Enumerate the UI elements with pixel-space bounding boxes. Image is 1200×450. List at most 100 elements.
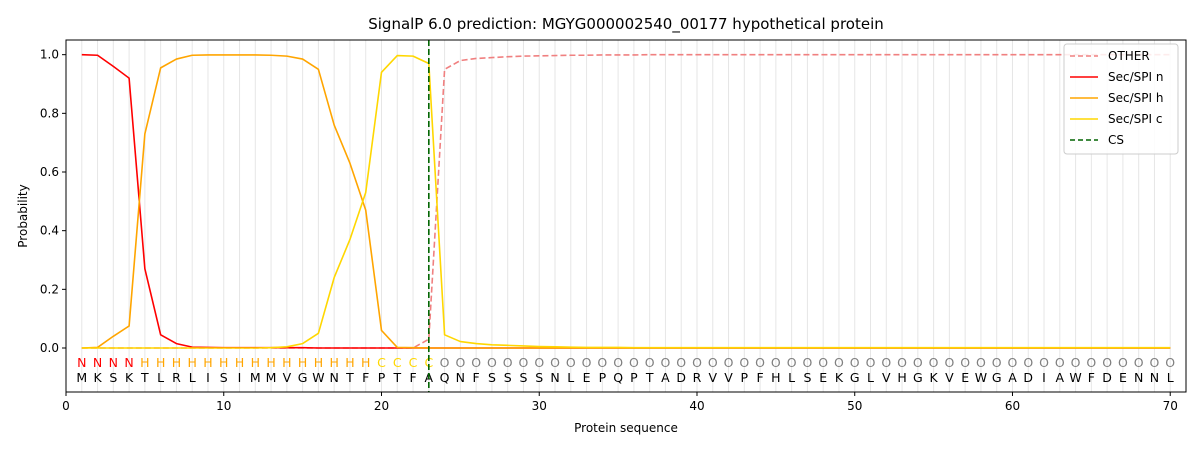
region-label: O <box>897 355 907 370</box>
region-label: O <box>929 355 939 370</box>
region-label: O <box>566 355 576 370</box>
residue-label: Q <box>440 370 450 385</box>
axes-frame <box>65 39 1187 393</box>
residue-label: R <box>693 370 702 385</box>
x-tick-label: 10 <box>216 399 231 413</box>
region-label: O <box>661 355 671 370</box>
residue-label: F <box>756 370 763 385</box>
region-label: O <box>976 355 986 370</box>
residue-label: F <box>473 370 480 385</box>
region-label: O <box>850 355 860 370</box>
residue-label: G <box>992 370 1002 385</box>
residue-label: S <box>504 370 512 385</box>
region-label: O <box>1134 355 1144 370</box>
region-label: H <box>361 355 370 370</box>
residue-label: S <box>109 370 117 385</box>
region-label: H <box>251 355 260 370</box>
residue-label: D <box>676 370 686 385</box>
residue-label: V <box>945 370 954 385</box>
x-tick-label: 40 <box>689 399 704 413</box>
residue-label: A <box>1008 370 1017 385</box>
series-line-sec-spi-n <box>81 53 1171 349</box>
region-label: O <box>1008 355 1018 370</box>
residue-label: K <box>125 370 134 385</box>
residue-label: M <box>76 370 87 385</box>
y-tick-label: 0.6 <box>40 165 59 179</box>
residue-label: R <box>172 370 181 385</box>
region-label: O <box>676 355 686 370</box>
residue-label: P <box>741 370 749 385</box>
residue-label: F <box>362 370 369 385</box>
residue-label: K <box>930 370 939 385</box>
region-label: O <box>582 355 592 370</box>
y-tick-label: 0.4 <box>40 224 59 238</box>
residue-label: W <box>1069 370 1081 385</box>
region-label: O <box>1118 355 1128 370</box>
residue-label: V <box>724 370 733 385</box>
region-label: O <box>755 355 765 370</box>
residue-label: V <box>283 370 292 385</box>
residue-label: E <box>1119 370 1127 385</box>
region-label: O <box>597 355 607 370</box>
residue-label: E <box>583 370 591 385</box>
region-label: H <box>282 355 291 370</box>
residue-label: H <box>897 370 906 385</box>
residue-label: D <box>1102 370 1112 385</box>
residue-label: V <box>882 370 891 385</box>
region-label: O <box>724 355 734 370</box>
x-tick-label: 70 <box>1163 399 1178 413</box>
residue-label: N <box>1134 370 1143 385</box>
residue-label: H <box>771 370 780 385</box>
residue-label: N <box>329 370 338 385</box>
region-label: O <box>1165 355 1175 370</box>
x-tick-label: 20 <box>374 399 389 413</box>
x-tick-label: 0 <box>62 399 70 413</box>
y-tick-label: 1.0 <box>40 48 59 62</box>
residue-label: E <box>961 370 969 385</box>
region-label: O <box>992 355 1002 370</box>
residue-label: K <box>835 370 844 385</box>
residue-label: L <box>157 370 164 385</box>
region-label: O <box>440 355 450 370</box>
region-label: O <box>1150 355 1160 370</box>
residue-label: F <box>1088 370 1095 385</box>
region-label: O <box>692 355 702 370</box>
residue-label: K <box>93 370 102 385</box>
series-line-other <box>81 53 1171 349</box>
residue-label: G <box>298 370 308 385</box>
region-label: H <box>140 355 149 370</box>
residue-label: S <box>220 370 228 385</box>
residue-label: G <box>850 370 860 385</box>
region-label: O <box>534 355 544 370</box>
x-tick-label: 50 <box>847 399 862 413</box>
region-label: O <box>1071 355 1081 370</box>
region-label: O <box>519 355 529 370</box>
residue-label: T <box>140 370 149 385</box>
region-label: O <box>1055 355 1065 370</box>
legend-label: Sec/SPI h <box>1108 91 1163 105</box>
legend-label: CS <box>1108 133 1124 147</box>
residue-label: L <box>867 370 874 385</box>
region-label: O <box>944 355 954 370</box>
residue-label: I <box>206 370 210 385</box>
residue-label: P <box>599 370 607 385</box>
region-label: O <box>708 355 718 370</box>
residue-label: M <box>250 370 261 385</box>
region-label: O <box>629 355 639 370</box>
legend-box <box>1063 43 1179 155</box>
residue-label: E <box>819 370 827 385</box>
residue-label: T <box>392 370 401 385</box>
residue-label: L <box>567 370 574 385</box>
region-label: H <box>329 355 338 370</box>
residue-label: S <box>535 370 543 385</box>
y-tick-label: 0.2 <box>40 282 59 296</box>
region-label: H <box>266 355 275 370</box>
region-label: O <box>645 355 655 370</box>
region-label: N <box>124 355 133 370</box>
region-label: H <box>156 355 165 370</box>
x-axis-label: Protein sequence <box>574 421 678 435</box>
region-label: O <box>802 355 812 370</box>
region-label: O <box>1086 355 1096 370</box>
region-label: O <box>487 355 497 370</box>
